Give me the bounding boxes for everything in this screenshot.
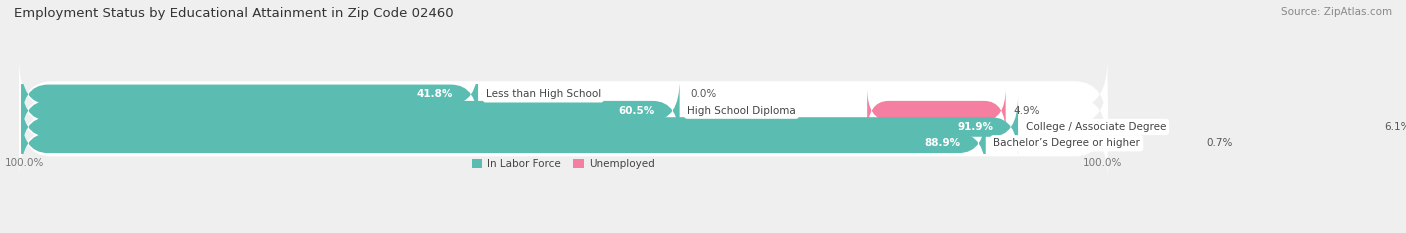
FancyBboxPatch shape — [21, 96, 1018, 158]
FancyBboxPatch shape — [1173, 120, 1198, 166]
Text: 91.9%: 91.9% — [957, 122, 993, 132]
Legend: In Labor Force, Unemployed: In Labor Force, Unemployed — [467, 155, 659, 173]
Text: 0.7%: 0.7% — [1206, 138, 1233, 148]
FancyBboxPatch shape — [18, 107, 1108, 179]
Text: 0.0%: 0.0% — [690, 89, 717, 99]
Text: 41.8%: 41.8% — [418, 89, 453, 99]
FancyBboxPatch shape — [18, 75, 1108, 147]
FancyBboxPatch shape — [21, 112, 986, 174]
FancyBboxPatch shape — [21, 63, 478, 125]
Text: Less than High School: Less than High School — [485, 89, 600, 99]
FancyBboxPatch shape — [18, 91, 1108, 163]
FancyBboxPatch shape — [18, 58, 1108, 130]
Text: 6.1%: 6.1% — [1384, 122, 1406, 132]
Text: Employment Status by Educational Attainment in Zip Code 02460: Employment Status by Educational Attainm… — [14, 7, 454, 20]
Text: 60.5%: 60.5% — [619, 106, 655, 116]
Text: 4.9%: 4.9% — [1014, 106, 1039, 116]
Text: High School Diploma: High School Diploma — [688, 106, 796, 116]
Text: 88.9%: 88.9% — [925, 138, 960, 148]
FancyBboxPatch shape — [868, 88, 1005, 134]
FancyBboxPatch shape — [1205, 104, 1376, 150]
Text: College / Associate Degree: College / Associate Degree — [1025, 122, 1166, 132]
Text: Source: ZipAtlas.com: Source: ZipAtlas.com — [1281, 7, 1392, 17]
FancyBboxPatch shape — [21, 80, 679, 142]
Text: Bachelor’s Degree or higher: Bachelor’s Degree or higher — [993, 138, 1140, 148]
